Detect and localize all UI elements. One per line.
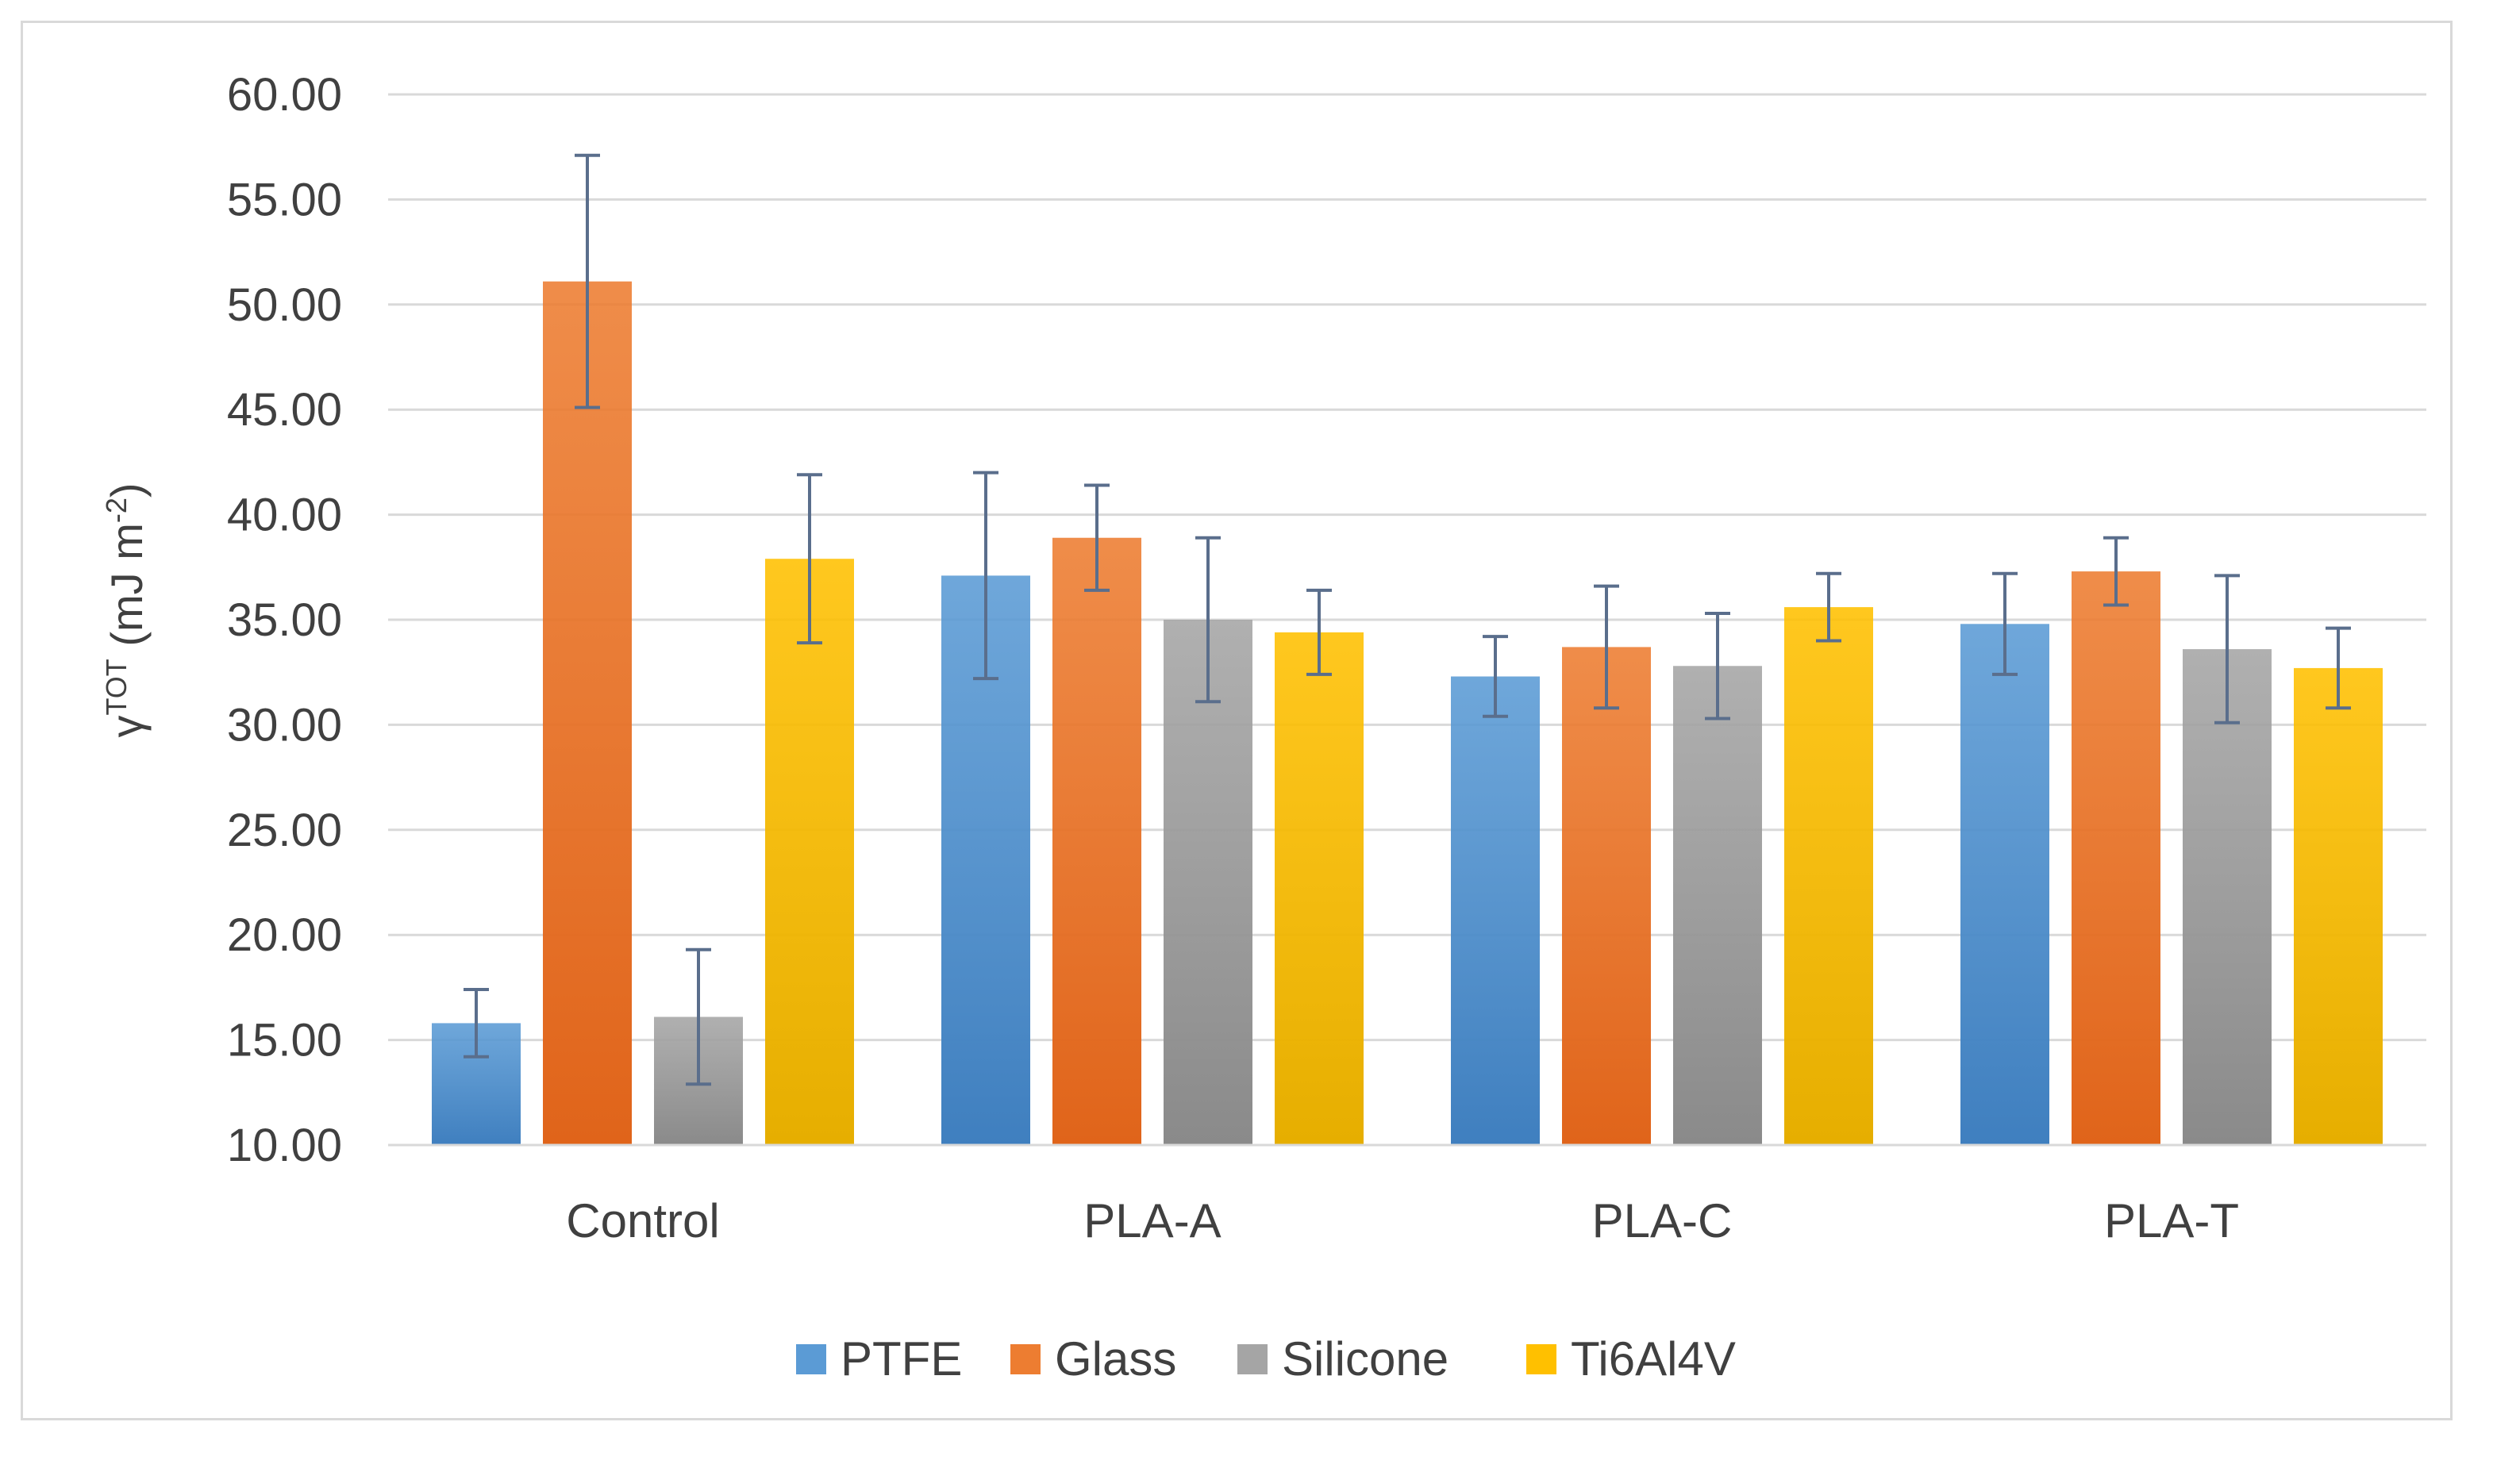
gridlines [388,93,2426,1042]
legend-swatch-ptfe [796,1344,826,1374]
bars [432,281,2383,1145]
bar-silicone-pla-t [2183,649,2272,1145]
bar-ptfe-pla-c [1451,676,1540,1145]
y-tick-label: 25.00 [227,805,342,856]
y-tick-label: 40.00 [227,490,342,541]
error-bar [1483,635,1508,718]
error-bar [686,947,711,1086]
y-tick-label: 55.00 [227,174,342,225]
x-category-label: PLA-C [1592,1194,1733,1247]
chart: 10.00 15.00 20.00 25.00 30.00 35.00 40.00 45.00… [100,69,2426,1385]
x-category-label: Control [566,1194,719,1247]
error-bar [1306,588,1332,676]
y-tick-label: 50.00 [227,279,342,331]
y-tick-label: 10.00 [227,1120,342,1171]
error-bar [1705,612,1730,721]
y-tick-label: 20.00 [227,909,342,961]
y-tick-label: 15.00 [227,1015,342,1066]
error-bar [1816,571,1841,643]
y-axis-title: γTOT (mJ m-2) [100,482,152,737]
error-bar [1084,483,1110,592]
bar-silicone-pla-c [1673,666,1762,1145]
error-bar [2326,626,2351,710]
error-bar [575,153,600,409]
bar-ptfe-pla-t [1960,624,2049,1145]
y-axis-title-unit-close: ) [102,482,152,498]
bar-glass-pla-t [2072,571,2160,1145]
chart-frame: 10.00 15.00 20.00 25.00 30.00 35.00 40.00 45.00… [21,21,2453,1420]
error-bar [464,988,489,1059]
bar-ti6al4v-pla-t [2294,667,2383,1145]
legend-swatch-ti6al4v [1526,1344,1556,1374]
legend-swatch-glass [1010,1344,1041,1374]
y-tick-label: 45.00 [227,384,342,436]
error-bar [2103,536,2129,607]
y-axis-title-base: γ [102,716,152,738]
legend-label-ti6al4v: Ti6Al4V [1571,1332,1736,1385]
error-bar [2214,574,2240,724]
y-axis-title-base-sup: TOT [100,659,133,715]
bar-glass-pla-a [1052,537,1141,1145]
x-axis-categories: Control PLA-A PLA-C PLA-T [566,1194,2239,1247]
error-bar [1195,536,1221,704]
y-axis-title-unit-sup: -2 [100,498,133,523]
y-tick-label: 35.00 [227,594,342,646]
legend: PTFE Glass Silicone Ti6Al4V [796,1332,1736,1385]
error-bar [1992,571,2018,676]
error-bars [464,153,2351,1086]
y-axis-ticks: 10.00 15.00 20.00 25.00 30.00 35.00 40.00 45.00… [227,69,342,1171]
error-bar [797,473,822,645]
x-category-label: PLA-A [1083,1194,1221,1247]
y-tick-label: 60.00 [227,69,342,121]
legend-swatch-silicone [1237,1344,1268,1374]
bar-ti6al4v-pla-c [1784,607,1873,1145]
x-category-label: PLA-T [2104,1194,2239,1247]
legend-label-ptfe: PTFE [841,1332,962,1385]
legend-label-glass: Glass [1055,1332,1176,1385]
bar-ti6al4v-pla-a [1275,632,1364,1145]
error-bar [973,471,998,681]
bar-ti6al4v-control [765,559,854,1145]
bar-silicone-pla-a [1164,620,1252,1145]
bar-glass-control [543,281,632,1145]
y-tick-label: 30.00 [227,699,342,751]
y-axis-title-unit-open: (mJ m [102,523,152,659]
bar-glass-pla-c [1562,647,1651,1145]
error-bar [1594,584,1619,710]
legend-label-silicone: Silicone [1282,1332,1449,1385]
